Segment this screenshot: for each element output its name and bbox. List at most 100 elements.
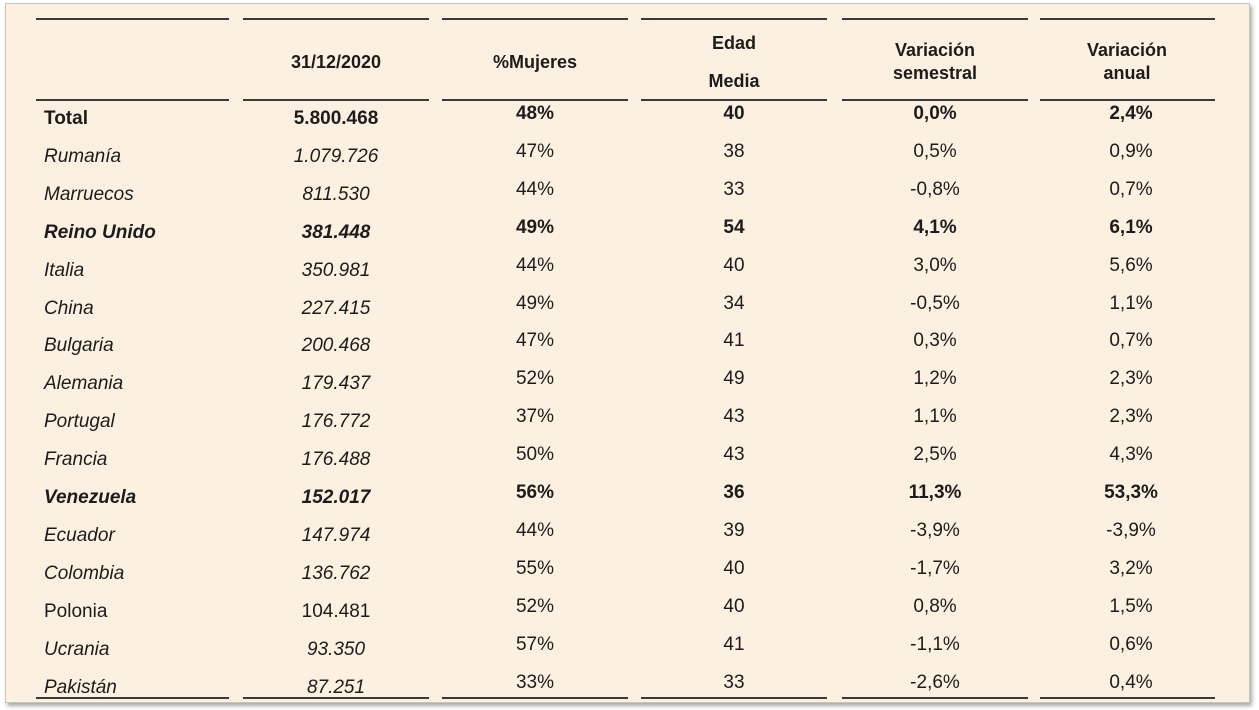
cell-var-anual: 53,3% xyxy=(1104,482,1158,503)
cell-edad: 49 xyxy=(723,368,745,389)
header-bottom-rule xyxy=(243,99,429,101)
cell-var-anual: 2,3% xyxy=(1109,368,1153,389)
cell-var-anual: 2,3% xyxy=(1109,406,1153,427)
cell-var-sem: -0,5% xyxy=(910,293,960,314)
cell-country: Venezuela xyxy=(44,487,137,508)
header-bottom-rule xyxy=(36,99,229,101)
header-top-rule xyxy=(641,18,827,20)
cell-mujeres: 47% xyxy=(515,330,555,351)
cell-var-anual: 0,4% xyxy=(1109,672,1153,693)
header-var-sem-line2: semestral xyxy=(892,63,978,83)
cell-mujeres: 33% xyxy=(515,672,555,693)
cell-country: Rumanía xyxy=(44,146,122,167)
header-top-rule xyxy=(36,18,229,20)
cell-country: Bulgaria xyxy=(44,335,114,356)
cell-value: 93.350 xyxy=(306,639,366,660)
cell-edad: 33 xyxy=(723,672,745,693)
cell-var-anual: 0,9% xyxy=(1109,141,1153,162)
cell-var-sem: 0,8% xyxy=(913,596,957,617)
cell-value: 227.415 xyxy=(301,298,371,319)
cell-country: Colombia xyxy=(44,563,125,584)
header-mujeres: %Mujeres xyxy=(492,52,578,72)
cell-var-anual: 4,3% xyxy=(1109,444,1153,465)
cell-edad: 40 xyxy=(723,103,745,124)
cell-value: 136.762 xyxy=(301,563,371,584)
cell-var-sem: 1,2% xyxy=(913,368,957,389)
cell-var-sem: 2,5% xyxy=(913,444,957,465)
table-bottom-rule xyxy=(442,697,628,699)
cell-var-anual: 0,7% xyxy=(1109,179,1153,200)
cell-edad: 41 xyxy=(723,634,745,655)
cell-var-anual: 1,5% xyxy=(1109,596,1153,617)
header-bottom-rule xyxy=(442,99,628,101)
cell-value: 811.530 xyxy=(302,184,370,205)
cell-mujeres: 55% xyxy=(515,558,555,579)
cell-mujeres: 44% xyxy=(515,179,555,200)
header-bottom-rule xyxy=(1040,99,1215,101)
cell-country: Marruecos xyxy=(44,184,134,205)
cell-country: Portugal xyxy=(44,411,115,432)
cell-value: 87.251 xyxy=(306,677,366,698)
cell-mujeres: 52% xyxy=(515,596,555,617)
cell-var-sem: 11,3% xyxy=(908,482,962,503)
cell-edad: 40 xyxy=(723,596,745,617)
table-bottom-rule xyxy=(641,697,827,699)
cell-value: 1.079.726 xyxy=(293,146,379,167)
cell-value: 5.800.468 xyxy=(293,108,379,129)
cell-country: Italia xyxy=(44,260,85,281)
cell-var-anual: 3,2% xyxy=(1109,558,1153,579)
cell-var-sem: -1,1% xyxy=(910,634,960,655)
cell-value: 104.481 xyxy=(301,601,371,622)
header-var-anual-line2: anual xyxy=(1103,63,1151,83)
table-bottom-rule xyxy=(243,697,429,699)
cell-var-sem: 0,3% xyxy=(913,330,957,351)
cell-edad: 54 xyxy=(723,217,745,238)
cell-var-sem: 3,0% xyxy=(913,255,957,276)
cell-value: 147.974 xyxy=(301,525,371,546)
cell-var-sem: 0,5% xyxy=(913,141,957,162)
cell-var-anual: 0,6% xyxy=(1109,634,1153,655)
cell-edad: 36 xyxy=(723,482,745,503)
header-top-rule xyxy=(243,18,429,20)
cell-value: 152.017 xyxy=(301,487,371,508)
header-top-rule xyxy=(842,18,1028,20)
cell-var-sem: -1,7% xyxy=(910,558,960,579)
header-top-rule xyxy=(1040,18,1215,20)
cell-var-sem: 0,0% xyxy=(913,103,957,124)
cell-var-anual: 5,6% xyxy=(1109,255,1153,276)
cell-edad: 41 xyxy=(723,330,745,351)
cell-mujeres: 44% xyxy=(515,520,555,541)
cell-edad: 33 xyxy=(723,179,745,200)
cell-var-sem: -3,9% xyxy=(910,520,960,541)
cell-country: Total xyxy=(44,108,88,129)
cell-value: 176.772 xyxy=(301,411,371,432)
cell-edad: 43 xyxy=(723,406,745,427)
cell-edad: 34 xyxy=(723,293,745,314)
cell-edad: 40 xyxy=(723,255,745,276)
cell-mujeres: 56% xyxy=(515,482,555,503)
cell-var-sem: 1,1% xyxy=(913,406,957,427)
cell-country: Ucrania xyxy=(44,639,110,660)
cell-country: Pakistán xyxy=(44,677,117,698)
cell-value: 176.488 xyxy=(301,449,371,470)
cell-mujeres: 52% xyxy=(515,368,555,389)
cell-country: Polonia xyxy=(44,601,108,622)
header-edad-line2: Media xyxy=(708,71,760,91)
header-bottom-rule xyxy=(842,99,1028,101)
cell-mujeres: 57% xyxy=(515,634,555,655)
header-var-anual-line1: Variación xyxy=(1086,40,1168,60)
cell-edad: 40 xyxy=(723,558,745,579)
table-bottom-rule xyxy=(1040,697,1215,699)
header-var-sem-line1: Variación xyxy=(894,40,976,60)
cell-country: Ecuador xyxy=(44,525,115,546)
cell-var-anual: -3,9% xyxy=(1106,520,1156,541)
cell-edad: 43 xyxy=(723,444,745,465)
cell-mujeres: 50% xyxy=(515,444,555,465)
table-frame: 31/12/2020 %Mujeres Edad Media Variación… xyxy=(5,3,1250,703)
cell-var-sem: -2,6% xyxy=(910,672,960,693)
cell-value: 350.981 xyxy=(301,260,371,281)
cell-country: China xyxy=(44,298,94,319)
cell-country: Reino Unido xyxy=(44,222,156,243)
cell-edad: 38 xyxy=(723,141,745,162)
cell-country: Francia xyxy=(44,449,108,470)
